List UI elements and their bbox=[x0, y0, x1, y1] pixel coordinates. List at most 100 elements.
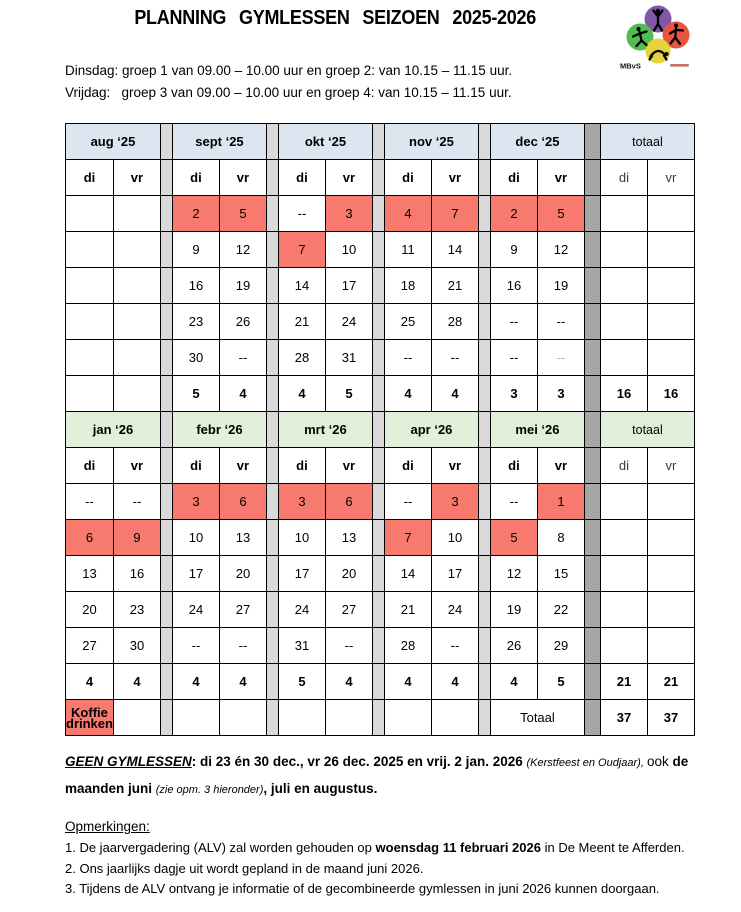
total-count-cell: 16 bbox=[646, 375, 695, 412]
day-header: vr bbox=[112, 447, 161, 484]
separator-dark bbox=[583, 159, 601, 196]
remarks-section: Opmerkingen: 1. De jaarvergadering (ALV)… bbox=[65, 819, 730, 900]
day-header: vr bbox=[324, 159, 373, 196]
month-header: sept ‘25 bbox=[171, 123, 267, 160]
date-cell: 28 bbox=[277, 339, 326, 376]
day-header: di bbox=[383, 159, 432, 196]
day-header: vr bbox=[430, 447, 479, 484]
month-header: febr ‘26 bbox=[171, 411, 267, 448]
total-cell bbox=[599, 195, 648, 232]
total-cell bbox=[599, 267, 648, 304]
date-cell: 21 bbox=[430, 267, 479, 304]
date-cell: -- bbox=[489, 483, 538, 520]
separator-light bbox=[159, 375, 173, 412]
month-header: apr ‘26 bbox=[383, 411, 479, 448]
table-row: 2 5 -- 3 4 7 2 5 bbox=[65, 195, 695, 232]
count-cell: 4 bbox=[218, 375, 267, 412]
table-row: 4 4 4 4 5 4 4 4 4 5 21 21 bbox=[65, 663, 695, 700]
count-cell bbox=[112, 375, 161, 412]
separator-light bbox=[265, 123, 279, 160]
date-cell bbox=[112, 303, 161, 340]
separator-light bbox=[371, 123, 385, 160]
separator-light bbox=[477, 483, 491, 520]
calendar-table: aug ‘25 sept ‘25 okt ‘25 nov ‘25 dec ‘25 tota… bbox=[65, 123, 695, 736]
date-cell: -- bbox=[489, 303, 538, 340]
separator-dark bbox=[583, 591, 601, 628]
separator-dark bbox=[583, 339, 601, 376]
month-header: mrt ‘26 bbox=[277, 411, 373, 448]
date-cell: 28 bbox=[430, 303, 479, 340]
date-cell: 16 bbox=[112, 555, 161, 592]
day-header: di bbox=[171, 159, 220, 196]
date-cell: 31 bbox=[324, 339, 373, 376]
separator-dark bbox=[583, 267, 601, 304]
count-cell: 5 bbox=[324, 375, 373, 412]
date-cell bbox=[112, 339, 161, 376]
empty-cell bbox=[171, 699, 220, 736]
date-cell: 27 bbox=[324, 591, 373, 628]
month-header: dec ‘25 bbox=[489, 123, 585, 160]
separator-light bbox=[265, 339, 279, 376]
date-cell: 24 bbox=[430, 591, 479, 628]
total-header: totaal bbox=[599, 123, 695, 160]
separator-light bbox=[159, 699, 173, 736]
day-header: di bbox=[489, 447, 538, 484]
total-cell bbox=[599, 519, 648, 556]
separator-dark bbox=[583, 231, 601, 268]
remark-segment: 2. Ons jaarlijks dagje uit wordt gepland… bbox=[65, 860, 424, 876]
date-cell: 17 bbox=[277, 555, 326, 592]
date-cell: -- bbox=[489, 339, 538, 376]
table-row: 5 4 4 5 4 4 3 3 16 16 bbox=[65, 375, 695, 412]
separator-light bbox=[265, 231, 279, 268]
coffee-cell: Koffie drinken bbox=[65, 699, 114, 736]
separator-light bbox=[159, 555, 173, 592]
table-row: -- -- 3 6 3 6 -- 3 -- 1 bbox=[65, 483, 695, 520]
date-cell: 3 bbox=[277, 483, 326, 520]
total-cell bbox=[646, 339, 695, 376]
count-cell: 4 bbox=[489, 663, 538, 700]
total-cell bbox=[599, 303, 648, 340]
separator-light bbox=[159, 267, 173, 304]
table-row: 27 30 -- -- 31 -- 28 -- 26 29 bbox=[65, 627, 695, 664]
date-cell: 14 bbox=[277, 267, 326, 304]
total-cell bbox=[599, 627, 648, 664]
date-cell: 25 bbox=[383, 303, 432, 340]
separator-light bbox=[265, 699, 279, 736]
date-cell: 20 bbox=[324, 555, 373, 592]
empty-cell bbox=[112, 699, 161, 736]
count-cell: 3 bbox=[489, 375, 538, 412]
date-cell: -- bbox=[430, 339, 479, 376]
separator-dark bbox=[583, 627, 601, 664]
date-cell: 9 bbox=[171, 231, 220, 268]
date-cell: 23 bbox=[112, 591, 161, 628]
total-cell bbox=[646, 591, 695, 628]
separator-light bbox=[371, 303, 385, 340]
date-cell: 21 bbox=[277, 303, 326, 340]
date-cell: 3 bbox=[324, 195, 373, 232]
separator-light bbox=[371, 375, 385, 412]
separator-light bbox=[371, 447, 385, 484]
separator-light bbox=[371, 663, 385, 700]
grand-total-cell: 37 bbox=[646, 699, 695, 736]
count-cell: 5 bbox=[171, 375, 220, 412]
date-cell: -- bbox=[171, 627, 220, 664]
date-cell: -- bbox=[383, 483, 432, 520]
date-cell: 10 bbox=[171, 519, 220, 556]
day-header: di bbox=[277, 159, 326, 196]
total-day-header: di bbox=[599, 159, 648, 196]
remark-segment: 3. Tijdens de ALV ontvang je informatie … bbox=[65, 881, 660, 896]
separator-light bbox=[371, 699, 385, 736]
separator-light bbox=[159, 627, 173, 664]
date-cell: 24 bbox=[277, 591, 326, 628]
separator-light bbox=[477, 123, 491, 160]
separator-dark bbox=[583, 375, 601, 412]
count-cell: 4 bbox=[430, 375, 479, 412]
total-day-header: vr bbox=[646, 159, 695, 196]
date-cell: 2 bbox=[489, 195, 538, 232]
date-cell: 29 bbox=[536, 627, 585, 664]
total-label-cell: Totaal bbox=[489, 699, 585, 736]
month-header: jan ‘26 bbox=[65, 411, 161, 448]
date-cell: 9 bbox=[112, 519, 161, 556]
separator-dark bbox=[583, 303, 601, 340]
date-cell: 9 bbox=[489, 231, 538, 268]
